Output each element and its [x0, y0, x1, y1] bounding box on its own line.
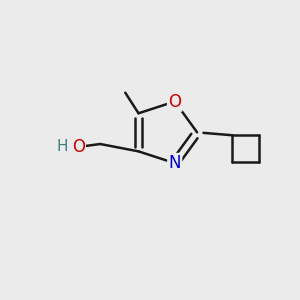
Text: O: O [72, 138, 85, 156]
Text: H: H [56, 140, 68, 154]
Text: O: O [168, 92, 181, 110]
Text: N: N [169, 154, 181, 172]
